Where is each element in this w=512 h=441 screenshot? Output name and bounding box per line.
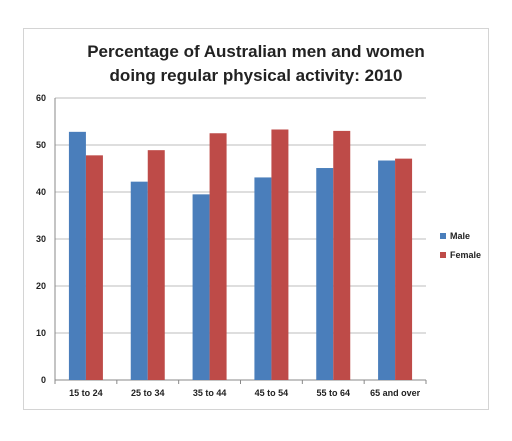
bar-female-25-to-34 xyxy=(147,150,165,380)
bar-female-65-and-over xyxy=(395,158,413,380)
bar-male-15-to-24 xyxy=(68,131,86,380)
y-tick-label: 60 xyxy=(36,93,46,103)
y-tick-label: 0 xyxy=(41,375,46,385)
bar-male-45-to-54 xyxy=(254,177,272,380)
bar-male-55-to-64 xyxy=(316,168,334,380)
y-tick-label: 40 xyxy=(36,187,46,197)
chart-title-line-1: Percentage of Australian men and women xyxy=(87,42,425,61)
legend-label-male: Male xyxy=(450,231,470,241)
y-tick-label: 50 xyxy=(36,140,46,150)
x-tick-label: 55 to 64 xyxy=(316,388,350,398)
chart-title: Percentage of Australian men and women d… xyxy=(23,40,489,88)
bar-male-65-and-over xyxy=(378,160,396,380)
x-tick-label: 25 to 34 xyxy=(131,388,165,398)
bar-male-25-to-34 xyxy=(130,181,148,380)
x-tick-label: 15 to 24 xyxy=(69,388,103,398)
y-tick-label: 30 xyxy=(36,234,46,244)
bar-female-35-to-44 xyxy=(209,133,227,380)
legend-label-female: Female xyxy=(450,250,481,260)
bar-male-35-to-44 xyxy=(192,194,210,380)
bar-female-15-to-24 xyxy=(85,155,103,380)
x-tick-label: 65 and over xyxy=(370,388,421,398)
bar-female-45-to-54 xyxy=(271,129,289,380)
x-tick-label: 45 to 54 xyxy=(255,388,289,398)
legend-swatch-female xyxy=(440,252,446,258)
chart-title-line-2: doing regular physical activity: 2010 xyxy=(109,66,403,85)
x-tick-label: 35 to 44 xyxy=(193,388,227,398)
bar-female-55-to-64 xyxy=(333,130,351,380)
y-tick-label: 20 xyxy=(36,281,46,291)
legend-swatch-male xyxy=(440,233,446,239)
y-tick-label: 10 xyxy=(36,328,46,338)
